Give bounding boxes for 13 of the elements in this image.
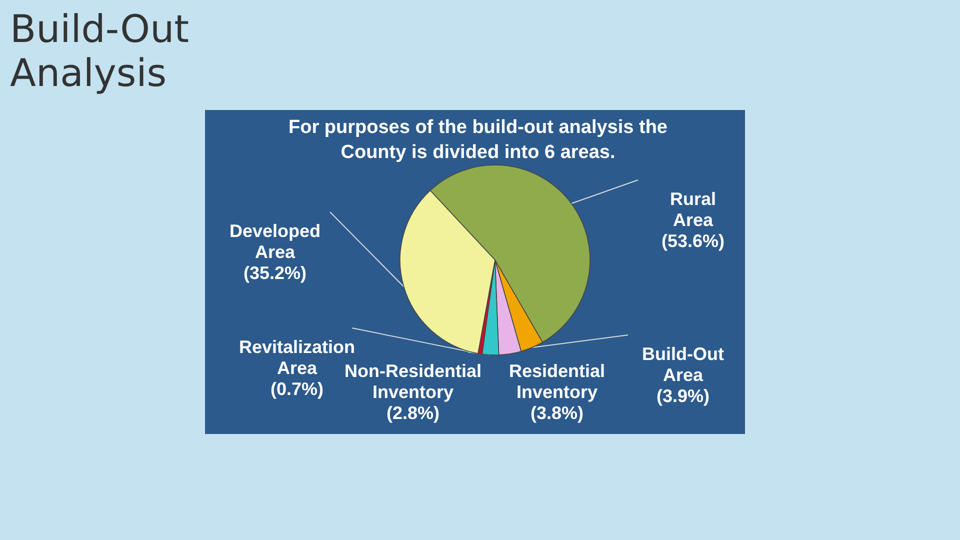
data-label: (0.7%): [270, 379, 324, 399]
data-label: (3.8%): [530, 403, 584, 423]
data-label: (53.6%): [661, 231, 725, 251]
data-label: (35.2%): [243, 263, 307, 283]
slice-label: Residential Inventory: [508, 361, 606, 402]
slice-label: Non-Residential Inventory: [344, 361, 482, 402]
data-label: (2.8%): [386, 403, 440, 423]
chart-title: Build-Out Analysis: [10, 7, 190, 95]
slice-label: Developed Area: [229, 221, 321, 262]
data-label: (3.9%): [656, 386, 710, 406]
slice-label: Rural Area: [670, 189, 716, 230]
chart-subtitle: For purposes of the build-out analysis the County is divided into 6 areas.: [288, 117, 668, 163]
slice-label: Build-Out Area: [642, 344, 724, 385]
